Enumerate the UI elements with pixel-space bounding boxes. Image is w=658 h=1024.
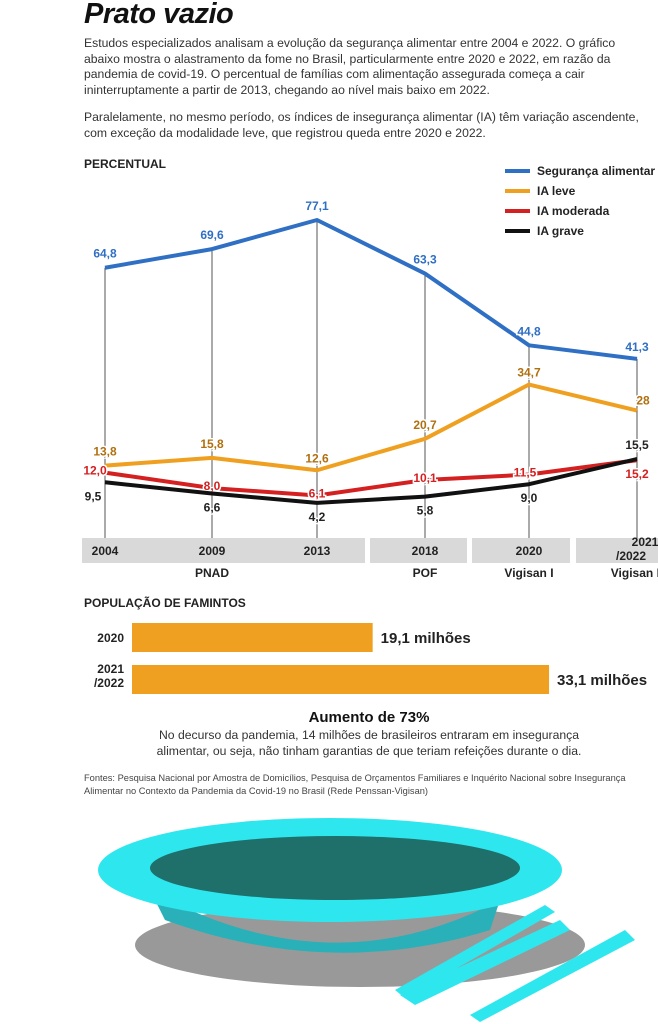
- data-label: 77,1: [305, 199, 329, 213]
- data-label: 34,7: [517, 366, 541, 380]
- series-line-2: [104, 458, 638, 498]
- data-label: 10,1: [413, 471, 437, 485]
- knife-icon: [470, 930, 635, 1022]
- category-band: [82, 538, 365, 563]
- survey-label: Vigisan I: [504, 566, 553, 580]
- data-label: 13,8: [93, 445, 117, 459]
- data-label: 9,5: [85, 489, 102, 503]
- data-label: 28: [636, 394, 650, 408]
- plate-base: [150, 890, 500, 953]
- x-tick-label: 2020: [516, 544, 543, 558]
- intro-text-2: Paralelamente, no mesmo período, os índi…: [84, 110, 639, 140]
- data-label: 44,8: [517, 324, 541, 338]
- x-tick-label: /2022: [616, 549, 646, 563]
- survey-label: PNAD: [195, 566, 229, 580]
- data-label: 12,0: [83, 464, 107, 478]
- bar-category-label: /2022: [94, 676, 124, 690]
- data-label: 6,6: [204, 501, 221, 515]
- data-label: 6,1: [309, 486, 326, 500]
- survey-label: Vigisan II: [611, 566, 658, 580]
- category-band: [370, 538, 467, 563]
- data-label: 41,3: [625, 340, 649, 354]
- data-label: 63,3: [413, 253, 437, 267]
- bar-category-label: 2021: [97, 662, 124, 676]
- x-tick-label: 2009: [199, 544, 226, 558]
- page-title: Prato vazio: [84, 0, 234, 30]
- data-label: 15,8: [200, 437, 224, 451]
- summary-headline: Aumento de 73%: [308, 709, 430, 726]
- series-line-1: [104, 382, 638, 473]
- data-label: 8,0: [204, 479, 221, 493]
- category-band: [576, 538, 658, 563]
- data-label: 5,8: [417, 504, 434, 518]
- intro-text: Estudos especializados analisam a evoluç…: [84, 36, 616, 97]
- fork-icon: [395, 905, 570, 1005]
- legend-label: IA leve: [537, 184, 576, 198]
- x-tick-label: 2018: [412, 544, 439, 558]
- bar-value-label: 33,1 milhões: [557, 672, 647, 689]
- legend-label: IA moderada: [537, 204, 610, 218]
- legend-label: IA grave: [537, 224, 584, 238]
- x-tick-label: 2004: [92, 544, 119, 558]
- series-line-3: [104, 457, 638, 505]
- legend-label: Segurança alimentar: [537, 164, 655, 178]
- data-label: 64,8: [93, 247, 117, 261]
- x-tick-label: 2013: [304, 544, 331, 558]
- line-chart-title: PERCENTUAL: [84, 157, 167, 171]
- series-line-0: [104, 218, 638, 361]
- bar-chart-title: POPULAÇÃO DE FAMINTOS: [84, 596, 246, 610]
- data-label: 12,6: [305, 451, 329, 465]
- data-label: 15,5: [625, 438, 649, 452]
- data-label: 9,0: [521, 491, 538, 505]
- bar: [132, 623, 373, 652]
- category-band: [472, 538, 570, 563]
- sources: Fontes: Pesquisa Nacional por Amostra de…: [84, 773, 626, 796]
- data-label: 11,5: [514, 466, 537, 480]
- bar-category-label: 2020: [97, 631, 124, 645]
- bar-value-label: 19,1 milhões: [381, 630, 471, 647]
- data-label: 69,6: [200, 228, 224, 242]
- data-label: 4,2: [309, 510, 326, 524]
- data-label: 20,7: [413, 418, 437, 432]
- summary-text: No decurso da pandemia, 14 milhões de br…: [156, 728, 582, 758]
- survey-label: POF: [413, 566, 438, 580]
- bar: [132, 665, 550, 694]
- data-label: 15,2: [625, 467, 649, 481]
- x-tick-label: 2021: [632, 535, 658, 549]
- plate-center: [150, 836, 520, 900]
